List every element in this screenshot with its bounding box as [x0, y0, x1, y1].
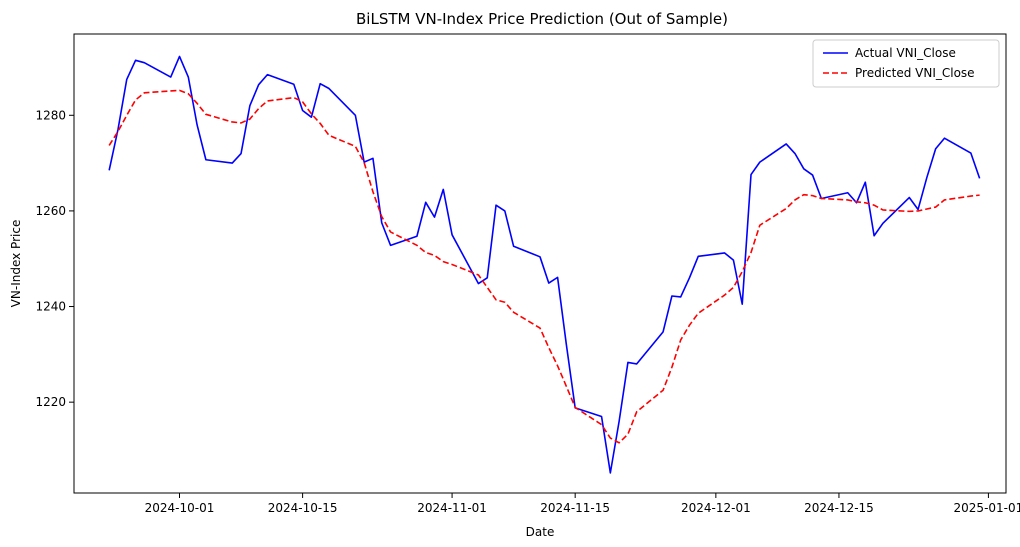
- x-tick-label: 2024-11-01: [417, 501, 487, 515]
- x-tick-label: 2024-12-01: [681, 501, 751, 515]
- y-tick-label: 1260: [35, 204, 66, 218]
- legend: Actual VNI_Close Predicted VNI_Close: [812, 39, 1000, 88]
- legend-label: Actual VNI_Close: [855, 46, 956, 60]
- series-layer: [108, 55, 981, 474]
- x-tick-label: 2024-10-15: [268, 501, 338, 515]
- x-axis: 2024-10-01 2024-10-15 2024-11-01 2024-11-15…: [145, 493, 1020, 515]
- plot-frame: [73, 33, 1007, 494]
- y-tick-label: 1280: [35, 108, 66, 122]
- series-line-actual: [108, 55, 981, 474]
- x-tick-label: 2024-12-15: [804, 501, 874, 515]
- chart-title: BiLSTM VN-Index Price Prediction (Out of…: [356, 10, 728, 28]
- y-tick-label: 1220: [35, 395, 66, 409]
- legend-label: Predicted VNI_Close: [855, 66, 975, 80]
- x-tick-label: 2025-01-01: [954, 501, 1020, 515]
- y-tick-label: 1240: [35, 300, 66, 314]
- legend-box: [812, 39, 1000, 88]
- x-tick-label: 2024-10-01: [145, 501, 215, 515]
- y-axis: 1220 1240 1260 1280: [35, 108, 74, 409]
- x-axis-label: Date: [526, 525, 555, 539]
- y-axis-label: VN-Index Price: [9, 220, 23, 308]
- x-tick-label: 2024-11-15: [540, 501, 610, 515]
